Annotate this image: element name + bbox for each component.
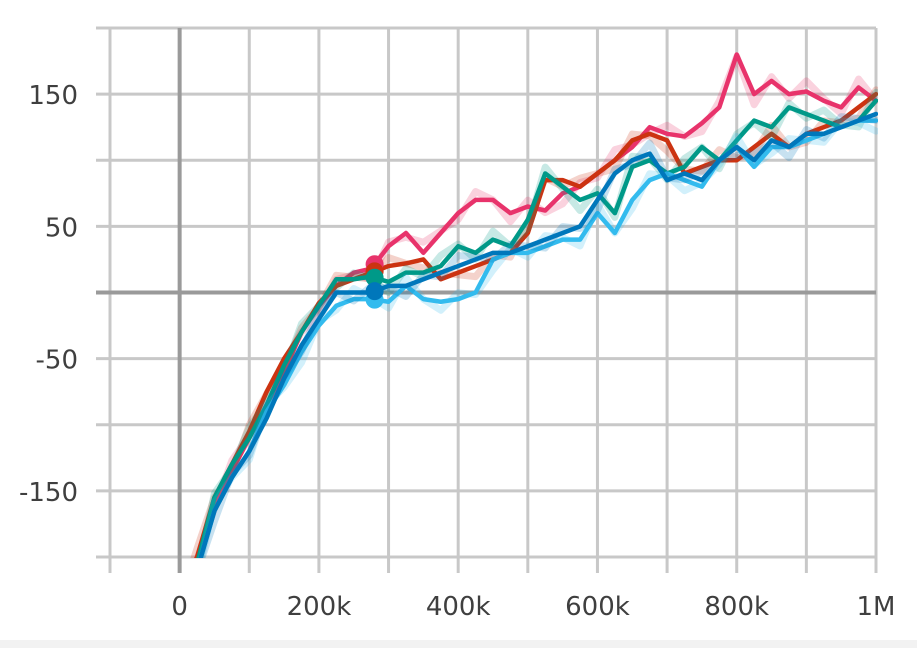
y-tick-label: -150 [19,478,78,508]
series-group [190,52,878,558]
series-line [196,98,878,558]
series-point-marker [365,268,384,287]
x-tick-label: 800k [704,592,769,622]
series-line [198,118,878,558]
y-tick-label: -50 [36,346,78,376]
tick-labels: 0 200k 400k 600k 800k 1M 150 50 -50 -150 [19,81,896,622]
bottom-band [0,640,917,648]
x-tick-label: 1M [857,592,896,622]
x-tick-label: 200k [287,592,352,622]
axes [96,28,876,573]
series-line [198,111,878,558]
x-tick-label: 600k [565,592,630,622]
x-tick-label: 0 [171,592,188,622]
y-tick-label: 50 [45,213,78,243]
x-tick-label: 400k [426,592,491,622]
y-tick-label: 150 [28,81,78,111]
hover-markers [365,255,384,309]
series-point-marker [365,282,384,301]
